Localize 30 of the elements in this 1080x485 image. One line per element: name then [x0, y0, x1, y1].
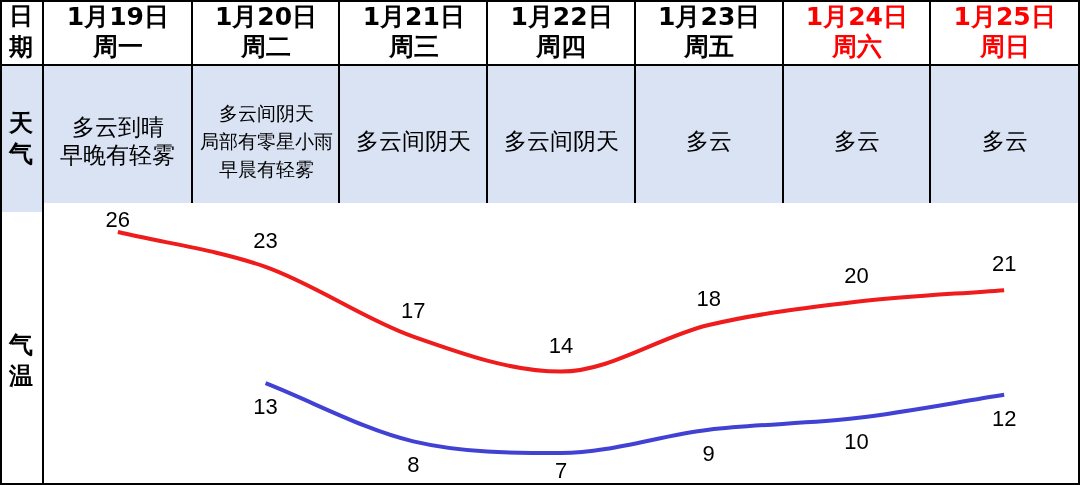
x-tick-label: 1月25日周日 [952, 2, 1057, 62]
x-axis-title: 日期 [8, 1, 34, 63]
data-label: 21 [991, 251, 1017, 277]
x-tick-label: 1月23日周五 [657, 2, 762, 62]
y-axis-title: 气温 [8, 329, 34, 392]
text: 多云 [833, 127, 880, 155]
text: 多云间阴天 [503, 127, 619, 155]
data-label: 7 [554, 458, 568, 484]
text: 多云到晴早晚有轻雾 [60, 113, 176, 169]
x-tick-label: 1月21日周三 [361, 2, 466, 62]
text: 多云间阴天 [356, 127, 472, 155]
text: 天气 [8, 108, 34, 170]
data-label: 12 [991, 405, 1017, 431]
x-tick-label: 1月19日周一 [65, 2, 170, 62]
data-label: 18 [696, 286, 721, 312]
text: 多云 [981, 127, 1028, 155]
data-label: 13 [253, 394, 278, 420]
data-label: 17 [401, 297, 426, 323]
data-label: 26 [105, 207, 131, 233]
data-label: 8 [407, 452, 420, 478]
data-label: 10 [844, 429, 869, 455]
text: 多云间阴天局部有零星小雨早晨有轻雾 [199, 101, 333, 182]
x-tick-label: 1月22日周四 [509, 2, 614, 62]
x-tick-label: 1月24日周六 [804, 2, 909, 62]
data-label: 23 [253, 227, 278, 253]
x-tick-label: 1月20日周二 [213, 2, 319, 62]
text: 多云 [686, 127, 733, 155]
data-label: 20 [844, 262, 869, 288]
data-label: 9 [702, 440, 715, 466]
data-label: 14 [548, 332, 574, 358]
